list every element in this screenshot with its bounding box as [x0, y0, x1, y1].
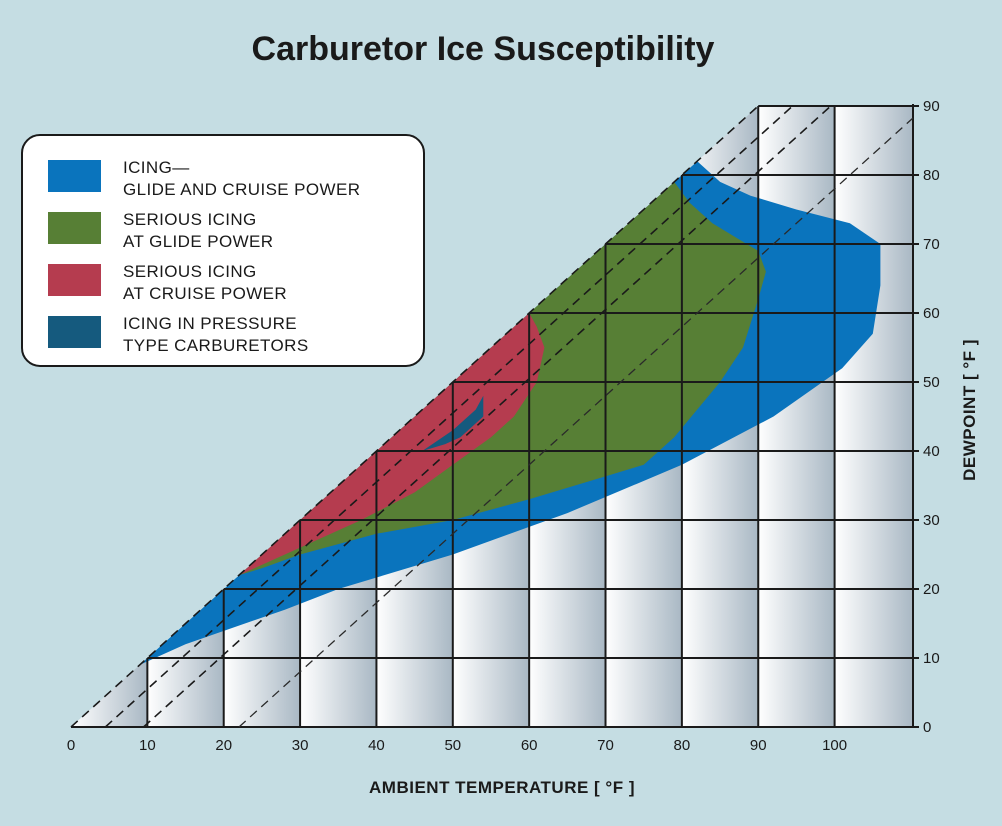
x-tick-label: 60 [521, 737, 538, 754]
x-tick-label: 0 [67, 737, 75, 754]
dashed-guide-lines [70, 105, 914, 728]
y-tick-label: 20 [923, 581, 940, 598]
legend-label: AT GLIDE POWER [123, 232, 273, 251]
x-tick-label: 40 [368, 737, 385, 754]
y-tick-label: 70 [923, 236, 940, 253]
dashed-diagonal-line [143, 105, 832, 728]
legend-swatch-serious-cruise [48, 264, 101, 296]
x-tick-label: 20 [215, 737, 232, 754]
x-tick-label: 80 [674, 737, 691, 754]
legend-label: GLIDE AND CRUISE POWER [123, 180, 360, 199]
icing-regions [139, 161, 881, 665]
dashed-diagonal-line [104, 105, 794, 728]
x-tick-label: 50 [444, 737, 461, 754]
dashed-diagonal-line [238, 117, 914, 728]
legend-swatch-pressure-type [48, 316, 101, 348]
x-tick-label: 10 [139, 737, 156, 754]
legend-swatch-serious-glide [48, 212, 101, 244]
y-tick-label: 30 [923, 512, 940, 529]
y-tick-label: 0 [923, 719, 931, 736]
x-tick-label: 70 [597, 737, 614, 754]
dashed-diagonal-line [70, 105, 759, 728]
y-tick-label: 50 [923, 374, 940, 391]
y-axis-label: DEWPOINT [ °F ] [960, 339, 979, 481]
legend-label: TYPE CARBURETORS [123, 336, 309, 355]
chart-title: Carburetor Ice Susceptibility [252, 30, 715, 68]
y-tick-label: 40 [923, 443, 940, 460]
x-tick-label: 100 [822, 737, 847, 754]
legend-label: SERIOUS ICING [123, 262, 257, 281]
legend-label: ICING— [123, 158, 190, 177]
legend: ICING— GLIDE AND CRUISE POWER SERIOUS ICIN… [21, 134, 425, 367]
plot-cell-column [834, 106, 913, 727]
y-tick-label: 60 [923, 305, 940, 322]
legend-label: SERIOUS ICING [123, 210, 257, 229]
legend-box [21, 134, 425, 367]
y-tick-label: 90 [923, 98, 940, 115]
legend-label: AT CRUISE POWER [123, 284, 287, 303]
x-axis-label: AMBIENT TEMPERATURE [ °F ] [369, 778, 635, 797]
x-tick-label: 30 [292, 737, 309, 754]
legend-swatch-icing [48, 160, 101, 192]
x-tick-label: 90 [750, 737, 767, 754]
grid-lines [71, 104, 914, 728]
y-tick-label: 80 [923, 167, 940, 184]
y-tick-label: 10 [923, 650, 940, 667]
axis-ticks: 0 10 20 30 40 50 60 70 80 90 100 0 10 20 30 40 50 60 70 80 9… [67, 98, 940, 754]
region-serious-cruise [239, 313, 545, 576]
legend-label: ICING IN PRESSURE [123, 314, 297, 333]
